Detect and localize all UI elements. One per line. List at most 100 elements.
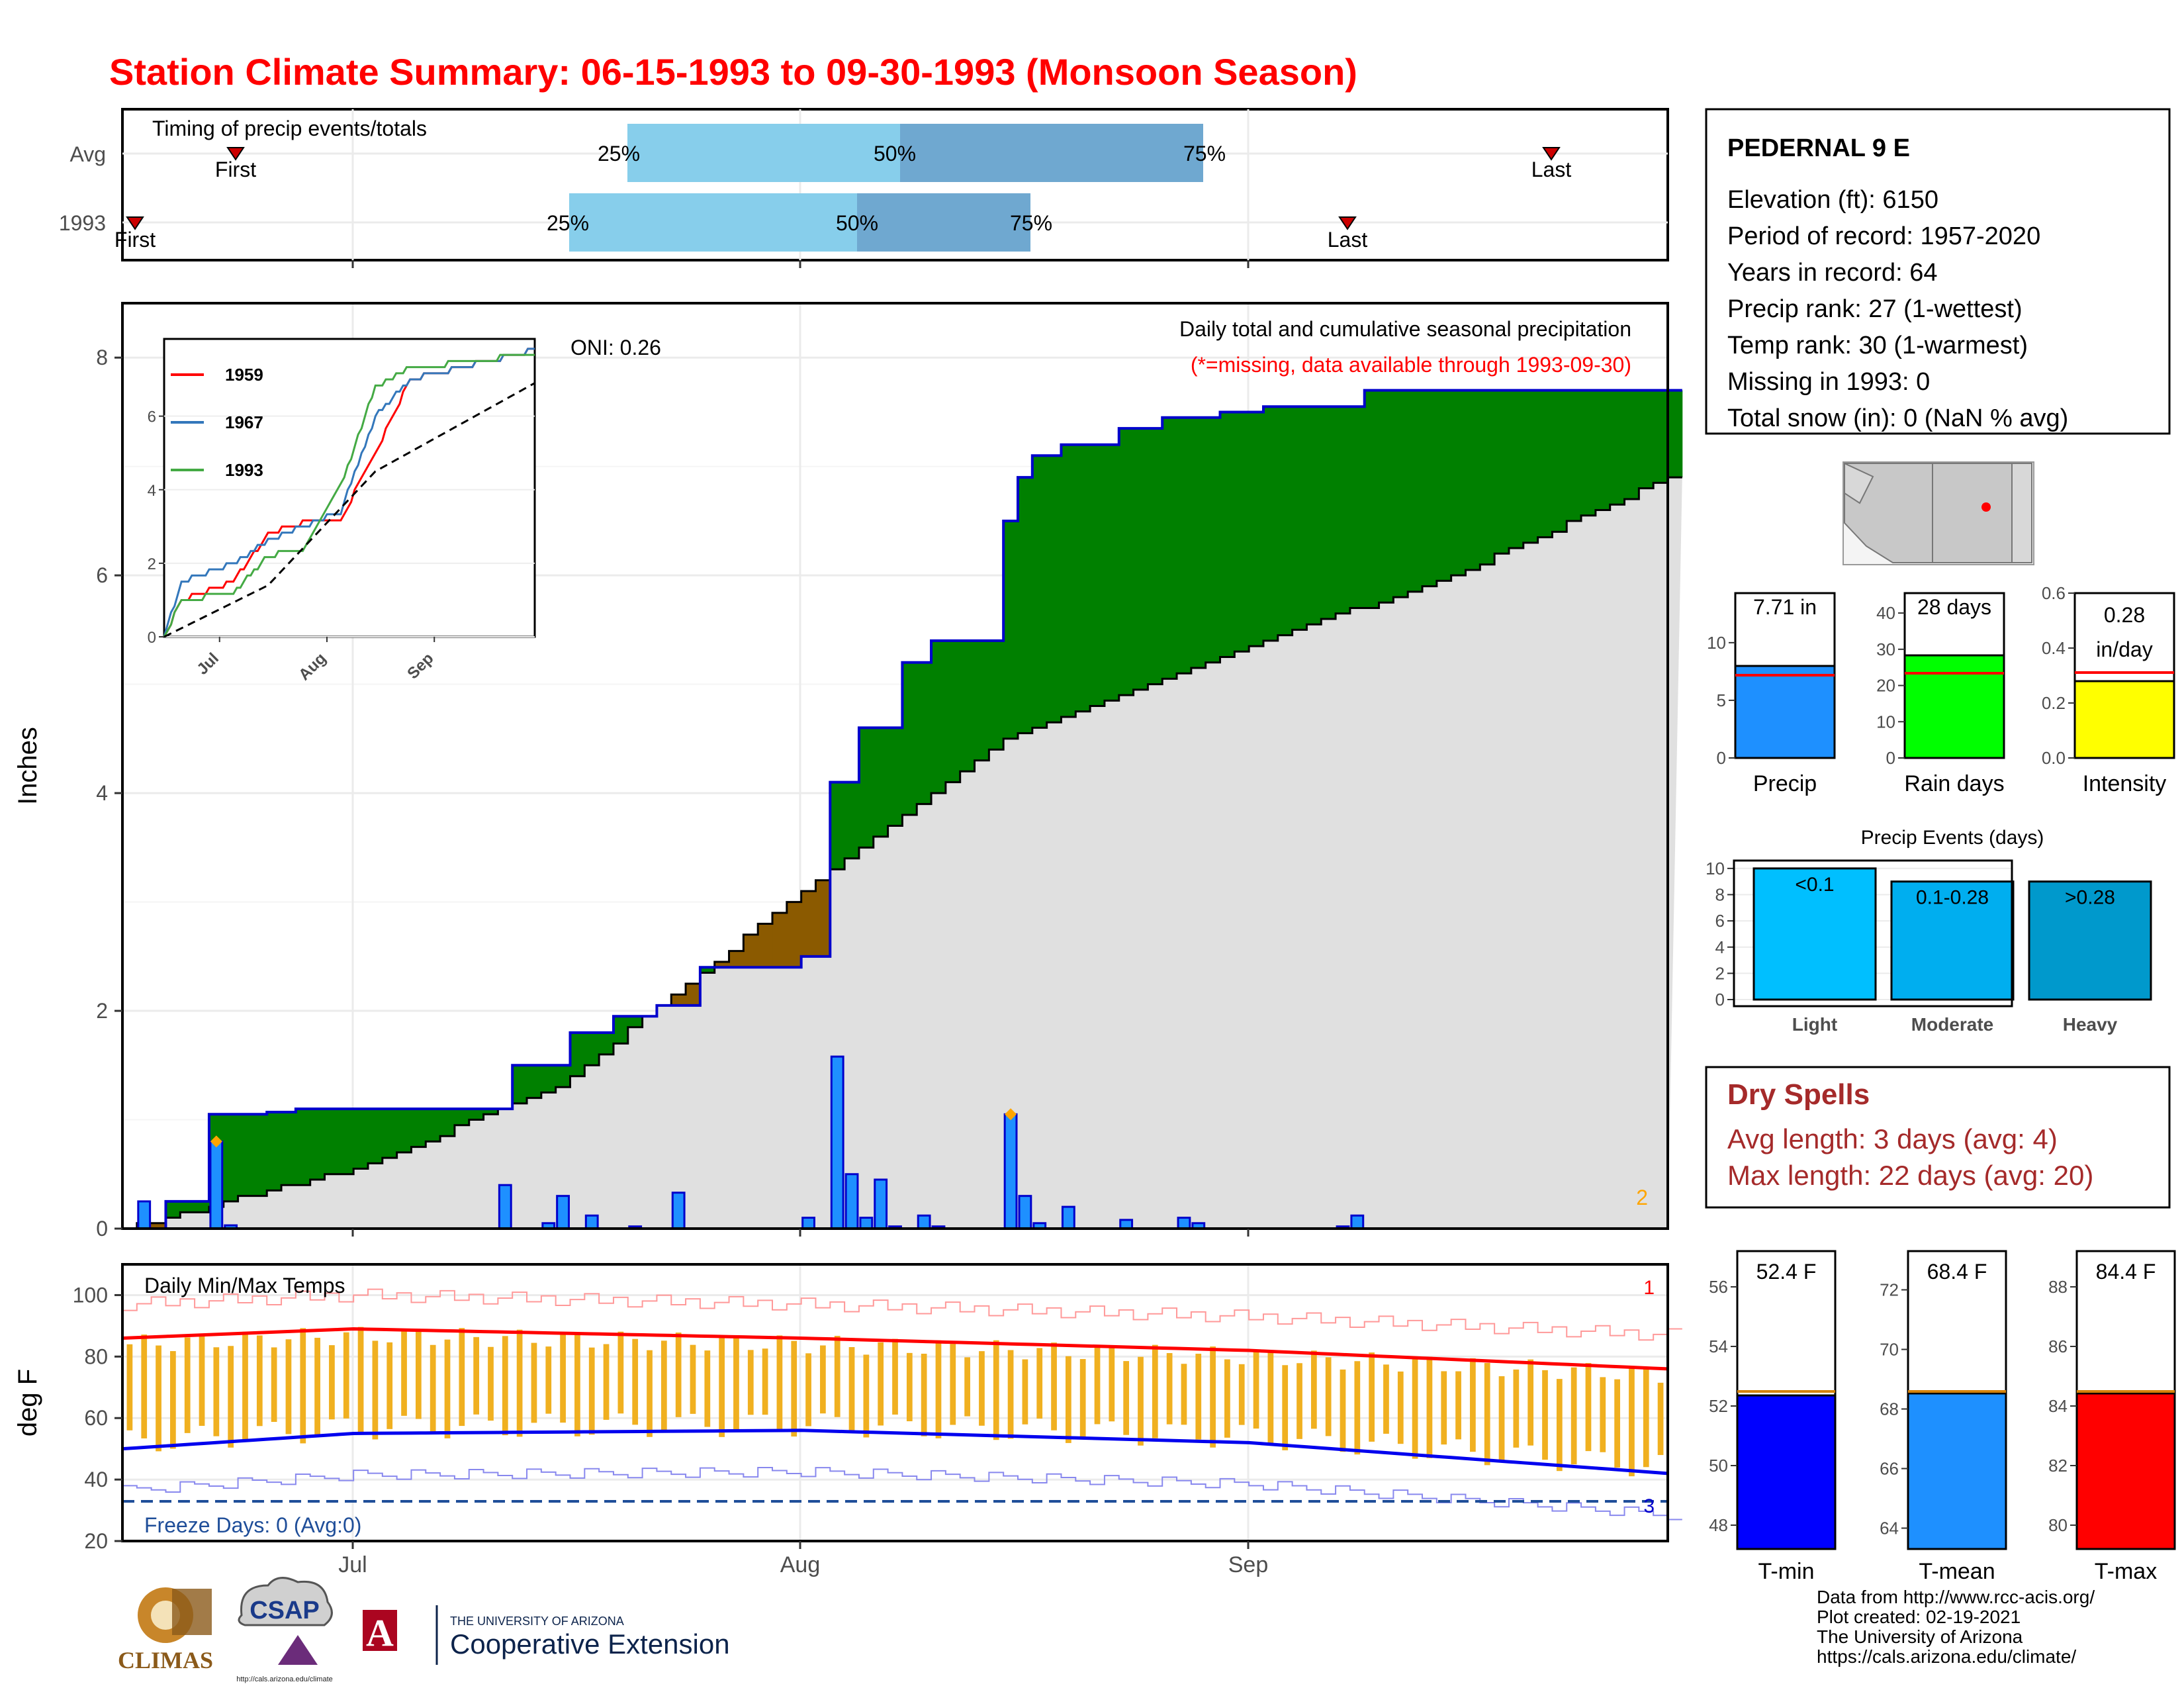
- above-avg-segment: [1075, 444, 1091, 712]
- daily-precip-bar: [209, 1140, 224, 1230]
- above-avg-segment: [223, 1114, 239, 1201]
- tmean-value: 68.4 F: [1927, 1260, 1987, 1284]
- precip-events-chart: Precip Events (days) <0.1 0.1-0.28 >0.28 0…: [1706, 827, 2152, 1035]
- above-avg-segment: [1653, 390, 1668, 483]
- daily-precip-bar: [671, 1192, 686, 1230]
- daily-temp-bar: [719, 1337, 725, 1437]
- daily-temp-bar: [1123, 1361, 1130, 1435]
- tmean-y-axis: 64 66 68 70 72: [1880, 1280, 1908, 1538]
- credit-line-1: Data from http://www.rcc-acis.org/: [1817, 1587, 2095, 1607]
- above-avg-segment: [989, 640, 1004, 750]
- daily-temp-bar: [1325, 1357, 1332, 1436]
- climas-logo-text: CLIMAS: [118, 1647, 213, 1673]
- temp-y-axis: 20 40 60 80 100: [73, 1283, 122, 1553]
- y1993-q25-q50-bar: [569, 193, 857, 252]
- inset-y-axis: 0 2 4 6: [148, 408, 164, 647]
- daily-temp-bar: [964, 1357, 970, 1417]
- daily-temp-bar: [314, 1337, 320, 1435]
- daily-temp-bar: [1253, 1350, 1259, 1429]
- precip-corner-number: 2: [1636, 1186, 1648, 1209]
- legend-1967: 1967: [225, 412, 263, 432]
- raindays-bar: [1903, 654, 2005, 759]
- intensity-bar-y-tick: 0.4: [2042, 638, 2066, 658]
- below-avg-segment: [671, 994, 686, 1006]
- daily-temp-bar: [733, 1335, 739, 1430]
- above-avg-segment: [469, 1109, 484, 1120]
- daily-temp-bar: [1152, 1344, 1158, 1438]
- daily-temp-bar: [776, 1335, 783, 1429]
- daily-temp-bar: [921, 1354, 927, 1436]
- station-name: PEDERNAL 9 E: [1727, 134, 1910, 162]
- tmax-y-tick: 88: [2048, 1277, 2068, 1297]
- daily-temp-bar: [1297, 1363, 1302, 1439]
- temp-y-tick: 60: [84, 1406, 108, 1430]
- station-missing: Missing in 1993: 0: [1727, 368, 1930, 396]
- daily-temp-bar: [617, 1331, 624, 1414]
- avg-cumulative-area: [122, 477, 1682, 1229]
- above-avg-segment: [1277, 406, 1293, 635]
- daily-temp-bar: [156, 1345, 161, 1452]
- legend-1993: 1993: [225, 460, 263, 480]
- daily-temp-bar: [1513, 1369, 1520, 1448]
- avg-last-label: Last: [1531, 158, 1572, 181]
- daily-temp-bar: [950, 1344, 956, 1425]
- events-bar-label: >0.28: [2065, 887, 2115, 909]
- above-avg-segment: [627, 1016, 643, 1027]
- raindays-bar-y-tick: 20: [1876, 676, 1895, 696]
- above-avg-segment: [324, 1109, 340, 1174]
- daily-temp-bar: [675, 1333, 682, 1417]
- raindays-bar-y-tick: 30: [1876, 639, 1895, 659]
- y1993-q50-q75-bar: [857, 193, 1030, 252]
- daily-temp-bar: [632, 1338, 639, 1425]
- daily-temp-bar: [1412, 1359, 1418, 1459]
- tmean-bar-chart: 64 66 68 70 72 68.4 F T-mean: [1880, 1250, 2007, 1584]
- above-avg-segment: [1133, 428, 1148, 690]
- daily-temp-bar: [271, 1347, 277, 1423]
- above-avg-segment: [1263, 406, 1279, 641]
- credit-line-4: https://cals.arizona.edu/climate/: [1817, 1646, 2076, 1667]
- daily-temp-bar: [834, 1336, 841, 1417]
- daily-precip-bar: [801, 1217, 815, 1230]
- avg-q25-label: 25%: [598, 142, 640, 165]
- above-avg-segment: [1639, 390, 1654, 489]
- above-avg-segment: [1552, 390, 1567, 532]
- daily-temp-bar: [141, 1335, 148, 1438]
- daily-temp-bar: [1629, 1366, 1635, 1477]
- events-y-tick: 2: [1715, 963, 1725, 983]
- above-avg-segment: [339, 1109, 354, 1174]
- daily-temp-bar: [1166, 1353, 1173, 1425]
- tmin-y-axis: 48 50 52 54 56: [1709, 1277, 1737, 1535]
- daily-temp-bar: [1094, 1345, 1101, 1425]
- avg-cumulative-line: [122, 476, 1682, 1230]
- oni-label: ONI: 0.26: [570, 336, 661, 359]
- above-avg-segment: [1220, 412, 1235, 657]
- intensity-bar: [2073, 680, 2175, 759]
- record-marker: [1005, 1108, 1017, 1121]
- station-temp-rank: Temp rank: 30 (1-warmest): [1727, 332, 2028, 359]
- csap-cloud-icon: [238, 1577, 333, 1626]
- record-marker: [210, 1135, 222, 1148]
- legend-1959: 1959: [225, 365, 263, 385]
- precip-bar-chart: 0 5 10 7.71 in Precip: [1707, 592, 1836, 796]
- events-axis-light: Light: [1792, 1014, 1837, 1035]
- above-avg-segment: [1422, 390, 1437, 586]
- avg-q50-label: 50%: [874, 142, 916, 165]
- above-avg-segment: [527, 1065, 542, 1098]
- daily-precip-bar: [874, 1178, 888, 1230]
- daily-temp-bar: [1007, 1350, 1014, 1439]
- above-avg-segment: [1032, 455, 1048, 728]
- daily-temp-bar: [747, 1350, 754, 1415]
- above-avg-segment: [945, 640, 961, 782]
- below-avg-segment: [151, 1223, 166, 1229]
- ua-letter: A: [366, 1611, 394, 1654]
- daily-temp-bar: [357, 1327, 364, 1432]
- events-y-tick: 8: [1715, 885, 1725, 905]
- above-avg-segment: [1249, 412, 1264, 647]
- below-avg-segment: [801, 891, 816, 957]
- above-avg-segment: [1148, 428, 1163, 684]
- daily-temp-bar: [979, 1351, 985, 1426]
- csap-url: http://cals.arizona.edu/climate: [236, 1675, 333, 1683]
- daily-temp-bar: [1600, 1377, 1606, 1452]
